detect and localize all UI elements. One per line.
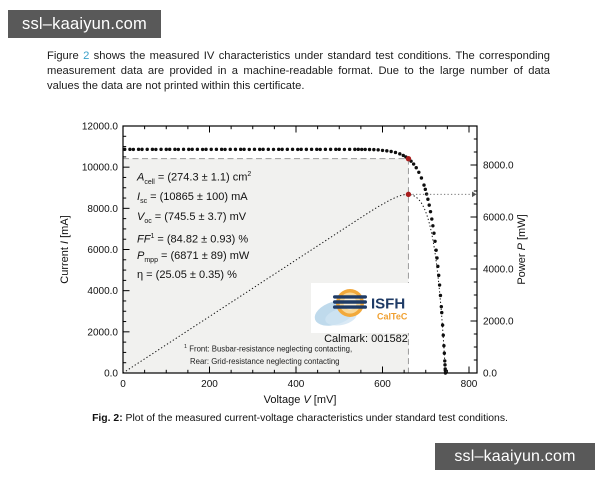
svg-text:2000.0: 2000.0 — [87, 327, 118, 338]
isfh-caltec-logo-icon: ISFH CalTeC — [314, 289, 408, 326]
cell-parameter-line: Voc = (745.5 ± 3.7) mV — [137, 210, 247, 226]
logo-bar-icon — [333, 305, 367, 309]
y-axis-label-left: Current I [mA] — [59, 215, 71, 283]
watermark-text: ssl–kaaiyun.com — [22, 14, 147, 33]
paragraph-body: shows the measured IV characteristics un… — [47, 50, 550, 92]
mpp-point-power — [405, 191, 412, 198]
logo-bar-icon — [333, 295, 367, 299]
svg-text:0.0: 0.0 — [104, 369, 118, 380]
cell-parameter-line: FF1 = (84.82 ± 0.93) % — [137, 233, 249, 247]
tick-labels: 0 200 400 600 8000.02000.04000.06000.08000.0… — [82, 122, 514, 391]
svg-text:10000.0: 10000.0 — [82, 163, 119, 174]
watermark-bottom-right: ssl–kaaiyun.com — [435, 443, 595, 470]
svg-text:8000.0: 8000.0 — [87, 204, 118, 215]
iv-chart: 0 200 400 600 8000.02000.04000.06000.08000.0… — [59, 122, 528, 407]
isfh-caltec-logo: ISFH CalTeC — [311, 283, 421, 333]
caption-text: Plot of the measured current-voltage cha… — [122, 413, 508, 424]
svg-text:12000.0: 12000.0 — [82, 122, 119, 133]
logo-org-text: ISFH — [371, 296, 405, 313]
cell-parameter-line: Pmpp = (6871 ± 89) mW — [137, 249, 250, 264]
caption-label: Fig. 2: — [92, 413, 123, 424]
watermark-text: ssl–kaaiyun.com — [454, 447, 576, 465]
svg-text:6000.0: 6000.0 — [87, 245, 118, 256]
x-axis-label: Voltage V [mV] — [264, 394, 337, 406]
calmark-id: Calmark: 001582 — [324, 333, 408, 345]
footnote-line-1: 1 Front: Busbar-resistance neglecting co… — [184, 344, 353, 354]
watermark-top-left: ssl–kaaiyun.com — [8, 10, 161, 38]
svg-text:400: 400 — [288, 379, 305, 390]
cell-parameter-line: Acell = (274.3 ± 1.1) cm2 — [137, 171, 252, 186]
footnote-marker: 1 — [184, 344, 188, 350]
svg-text:0: 0 — [120, 379, 126, 390]
logo-bar-icon — [333, 300, 367, 304]
cell-parameters-block: Acell = (274.3 ± 1.1) cm2 Isc = (10865 ± … — [137, 167, 251, 284]
chart-footnote: 1 Front: Busbar-resistance neglecting co… — [184, 341, 352, 368]
svg-text:6000.0: 6000.0 — [483, 213, 514, 224]
logo-dept-text: CalTeC — [377, 312, 408, 322]
svg-text:200: 200 — [201, 379, 218, 390]
cell-parameter-line: Isc = (10865 ± 100) mA — [137, 191, 248, 206]
paragraph-prefix: Figure — [47, 50, 84, 62]
svg-text:4000.0: 4000.0 — [483, 265, 514, 276]
y-axis-label-right: Power P [mW] — [516, 214, 528, 284]
svg-text:2000.0: 2000.0 — [483, 317, 514, 328]
figure-caption: Fig. 2: Plot of the measured current-vol… — [0, 413, 600, 424]
svg-text:8000.0: 8000.0 — [483, 161, 514, 172]
svg-text:4000.0: 4000.0 — [87, 286, 118, 297]
footnote-line-2: Rear: Grid-resistance neglecting contact… — [190, 356, 340, 366]
axis-ticks — [122, 125, 477, 374]
power-curve-line — [122, 193, 446, 374]
figure-reference-link[interactable]: 2 — [83, 50, 90, 62]
svg-text:600: 600 — [374, 379, 391, 390]
cell-parameter-line: η = (25.05 ± 0.35) % — [137, 269, 237, 282]
intro-paragraph: Figure 2 shows the measured IV character… — [47, 49, 550, 94]
arrow-head-icon — [472, 191, 477, 198]
mpp-point-iv — [405, 155, 412, 162]
svg-text:800: 800 — [461, 379, 478, 390]
mpp-guides — [123, 158, 409, 373]
svg-text:0.0: 0.0 — [483, 369, 497, 380]
